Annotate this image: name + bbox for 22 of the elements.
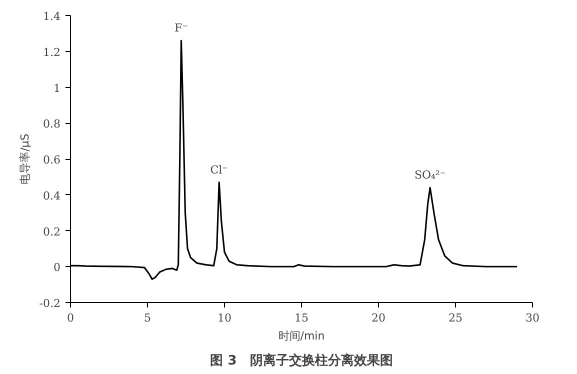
x-tick-label: 30 [526,312,540,324]
x-axis-title: 时间/min [278,330,325,342]
y-tick-label: 1 [54,82,60,95]
y-tick-label: 0.2 [43,225,61,238]
annotation: SO₄²⁻ [414,168,446,182]
x-tick-label: 15 [294,312,308,324]
y-tick-label: 0.6 [43,154,61,166]
y-axis-title: 电导率/μS [18,134,32,184]
annotation: F⁻ [174,22,188,35]
y-tick-label: 0 [54,261,60,274]
x-tick-label: 10 [218,312,232,324]
y-tick-label: -0.2 [39,297,61,310]
x-tick-label: 5 [144,312,151,324]
annotation: Cl⁻ [210,163,228,176]
text: 图 3 阴离子交换柱分离效果图 [210,352,393,368]
x-tick-label: 20 [372,312,386,324]
x-tick-label: 0 [67,312,74,324]
y-tick-label: 0.8 [43,118,61,131]
y-tick-label: 0.4 [43,189,61,202]
y-tick-label: 1.2 [43,46,61,59]
x-tick-label: 25 [448,312,462,324]
y-tick-label: 1.4 [43,10,61,23]
